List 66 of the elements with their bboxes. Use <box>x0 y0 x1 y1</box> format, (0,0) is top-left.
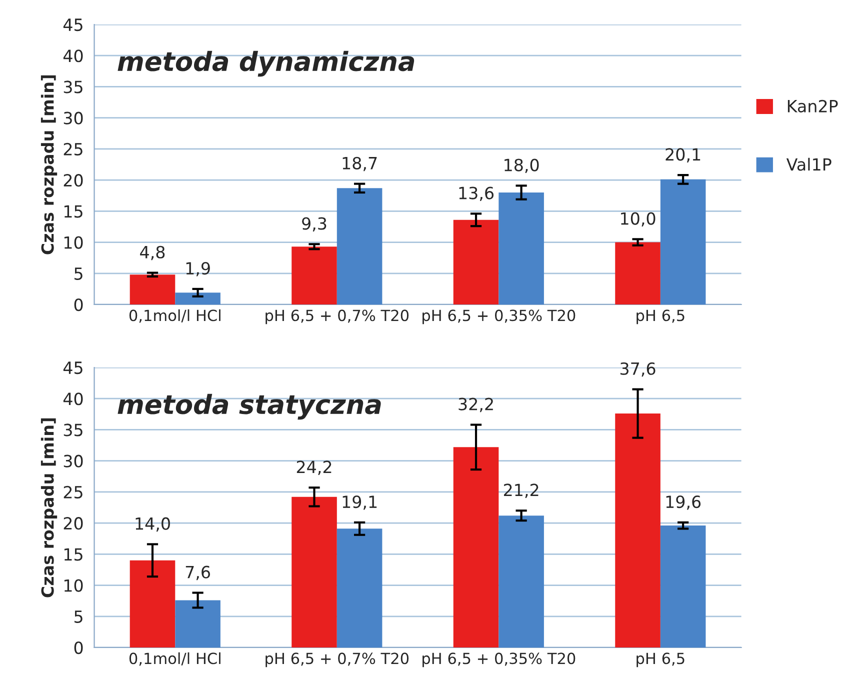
x-tick-label: pH 6,5 + 0,35% T20 <box>422 310 576 324</box>
text: metoda statyczna <box>118 394 381 420</box>
bar <box>453 447 499 648</box>
bar <box>615 414 660 648</box>
y-tick-label: 25 <box>64 142 82 156</box>
y-tick-label: 40 <box>63 50 83 62</box>
text: metoda dynamiczna <box>118 50 414 77</box>
y-tick-label: 0 <box>74 298 83 312</box>
y-tick-label: 20 <box>64 517 83 530</box>
y-tick-label: 20 <box>64 174 83 187</box>
x-tick-label: pH 6,5 + 0,7% T20 <box>266 310 409 324</box>
x-tick-label: pH 6,5 <box>636 652 684 668</box>
y-tick-label: 10 <box>64 579 83 592</box>
legend-label: Val1P <box>786 158 832 171</box>
bar <box>453 220 499 304</box>
y-tick-label: 30 <box>64 112 83 124</box>
y-tick-label: 0 <box>74 641 83 654</box>
x-tick-label: 0,1mol/l HCl <box>129 652 220 666</box>
x-tick-label: pH 6,5 + 0,7% T20 <box>266 652 409 668</box>
y-tick-label: 10 <box>64 236 83 249</box>
data-label: 4,8 <box>140 246 165 260</box>
bar <box>660 526 706 648</box>
bar <box>336 528 382 648</box>
bar <box>130 274 176 304</box>
data-label: 18,0 <box>504 158 539 174</box>
x-tick-label: pH 6,5 + 0,35% T20 <box>422 652 576 668</box>
data-label: 13,6 <box>459 186 494 202</box>
bar <box>175 600 220 648</box>
data-label: 21,2 <box>504 484 538 498</box>
y-tick-label: 45 <box>63 18 82 32</box>
y-tick-label: 35 <box>64 424 82 436</box>
bar <box>130 560 176 648</box>
x-tick-label: 0,1mol/l HCl <box>129 309 220 323</box>
bar <box>498 192 544 304</box>
bar <box>660 179 706 304</box>
y-tick-label: 25 <box>64 486 82 499</box>
bar <box>175 292 220 304</box>
data-label: 19,6 <box>666 495 701 510</box>
data-label: 20,1 <box>666 148 700 162</box>
bar <box>336 188 382 304</box>
data-label: 9,3 <box>302 217 326 232</box>
y-tick-label: 15 <box>64 548 82 561</box>
bar <box>615 242 660 304</box>
data-label: 24,2 <box>296 460 332 475</box>
y-tick-label: 5 <box>74 268 82 280</box>
data-label: 19,1 <box>342 495 377 510</box>
y-tick-label: 30 <box>64 454 83 468</box>
bar <box>498 516 544 648</box>
y-axis-title: Czas rozpadu [min] <box>40 418 58 598</box>
bar <box>292 246 337 304</box>
data-label: 37,6 <box>620 362 656 377</box>
data-label: 10,0 <box>621 212 656 227</box>
bar <box>292 496 337 648</box>
y-axis-title: Czas rozpadu [min] <box>40 75 58 254</box>
legend-label: Kan2P <box>788 100 838 112</box>
data-label: 1,9 <box>186 262 210 276</box>
x-tick-label: pH 6,5 <box>636 310 684 324</box>
y-tick-label: 45 <box>63 362 82 374</box>
y-tick-label: 5 <box>74 610 82 623</box>
y-tick-label: 35 <box>64 80 82 94</box>
data-label: 32,2 <box>458 398 493 412</box>
data-label: 18,7 <box>342 156 377 172</box>
y-tick-label: 15 <box>64 205 82 218</box>
data-label: 14,0 <box>136 517 170 532</box>
y-tick-label: 40 <box>63 392 83 406</box>
data-label: 7,6 <box>186 566 210 580</box>
